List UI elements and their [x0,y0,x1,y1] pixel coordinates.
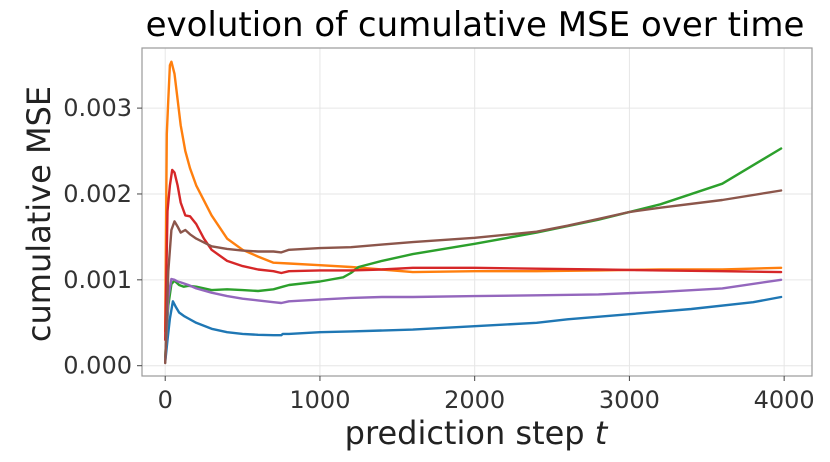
series-line-4 [163,168,783,342]
y-tick-label: 0.003 [63,94,132,122]
x-tick-label: 4000 [754,386,815,414]
x-axis: 0 1000 2000 3000 4000 [158,376,815,414]
chart-title: evolution of cumulative MSE over time [146,5,805,45]
y-tick-label: 0.000 [63,352,132,380]
x-tick-label: 3000 [599,386,660,414]
series-line-1 [163,295,783,364]
series-line-5 [163,277,783,363]
y-tick-label: 0.001 [63,266,132,294]
x-tick-label: 0 [158,386,173,414]
plot-frame [141,47,813,377]
x-tick-label: 2000 [444,386,505,414]
series-line-3 [163,147,783,359]
series-line-6 [163,189,783,365]
y-tick-label: 0.002 [63,180,132,208]
plot-lines [163,60,783,365]
x-tick-label: 1000 [289,386,350,414]
y-axis: 0.000 0.001 0.002 0.003 [63,94,142,380]
y-axis-label: cumulative MSE [20,86,58,342]
gridlines [142,48,812,376]
x-axis-label: prediction step t [345,414,609,452]
